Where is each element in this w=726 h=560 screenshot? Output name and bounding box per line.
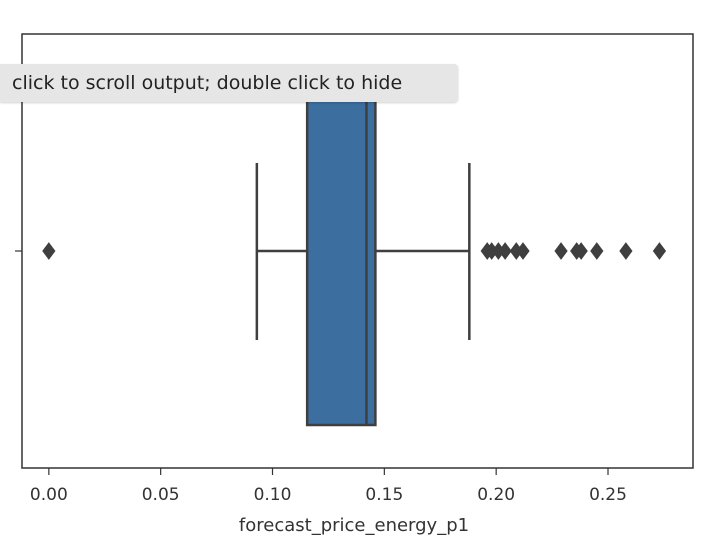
outlier-point [590, 242, 604, 260]
outlier-point [554, 242, 568, 260]
scroll-output-tooltip[interactable]: click to scroll output; double click to … [0, 64, 458, 102]
x-tick-label: 0.25 [589, 485, 627, 505]
x-axis-label: forecast_price_energy_p1 [239, 515, 469, 536]
x-tick-label: 0.10 [254, 485, 292, 505]
outlier-point [652, 242, 667, 260]
x-tick-label: 0.00 [30, 485, 68, 505]
x-tick-label: 0.15 [365, 485, 403, 505]
outlier-point [516, 242, 530, 260]
x-tick-label: 0.20 [477, 485, 515, 505]
outlier-point [574, 242, 588, 260]
outlier-point [42, 242, 56, 260]
outlier-point [498, 242, 512, 260]
x-axis-ticks: 0.00 0.05 0.10 0.15 0.20 0.25 [30, 468, 627, 505]
outlier-point [619, 242, 633, 260]
chart-marks [42, 94, 667, 427]
x-tick-label: 0.05 [142, 485, 180, 505]
iqr-box [305, 94, 377, 427]
